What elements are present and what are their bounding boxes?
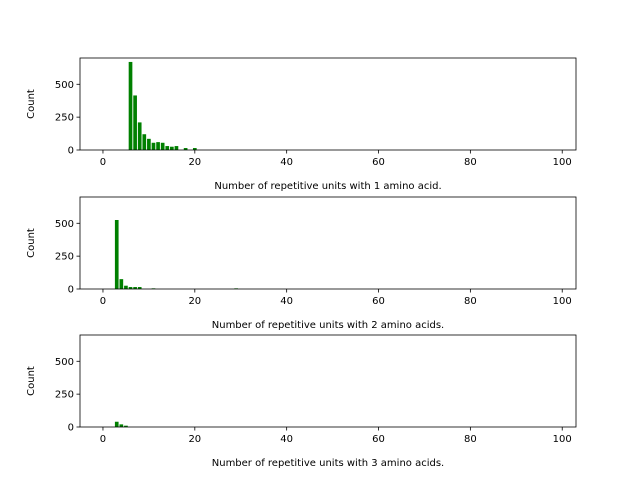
x-tick-label: 20	[188, 296, 201, 307]
bar	[137, 287, 142, 289]
y-axis-label: Count	[26, 89, 37, 119]
y-tick-label: 500	[55, 357, 74, 368]
x-tick-label: 40	[280, 434, 293, 445]
bar	[160, 142, 165, 150]
bar	[183, 148, 188, 150]
x-tick-label: 100	[553, 434, 572, 445]
x-tick-label: 0	[100, 434, 106, 445]
axes-frame	[79, 196, 577, 290]
bar	[165, 146, 170, 150]
y-tick-label: 500	[55, 80, 74, 91]
y-axis-label: Count	[26, 366, 37, 396]
y-tick-label: 250	[55, 390, 74, 401]
x-axis-label: Number of repetitive units with 3 amino …	[212, 458, 444, 469]
y-axis-label: Count	[26, 228, 37, 258]
bar	[174, 146, 179, 150]
x-axis-label: Number of repetitive units with 1 amino …	[214, 181, 441, 192]
x-tick-label: 20	[188, 434, 201, 445]
subplot-3: 0 20 40 60 80 100 0 250 500 Number of repetitive …	[26, 334, 577, 469]
bar	[114, 421, 119, 427]
x-tick-label: 60	[372, 157, 385, 168]
x-tick-label: 100	[553, 296, 572, 307]
bar	[142, 134, 147, 150]
x-tick-label: 0	[100, 296, 106, 307]
x-tick-label: 100	[553, 157, 572, 168]
x-tick-label: 0	[100, 157, 106, 168]
bar	[128, 287, 133, 289]
x-tick-label: 40	[280, 157, 293, 168]
x-tick-label: 60	[372, 434, 385, 445]
x-tick-label: 80	[464, 434, 477, 445]
y-tick-label: 0	[68, 423, 74, 434]
x-tick-label: 40	[280, 296, 293, 307]
bar	[151, 142, 156, 150]
bar	[156, 142, 160, 150]
x-tick-label: 20	[188, 157, 201, 168]
bar	[124, 285, 128, 289]
y-tick-label: 0	[68, 146, 74, 157]
axes-frame	[79, 334, 577, 428]
bar	[170, 146, 174, 150]
bar	[119, 424, 124, 427]
bar	[137, 122, 142, 150]
x-tick-label: 80	[464, 296, 477, 307]
x-axis-label: Number of repetitive units with 2 amino …	[212, 320, 444, 331]
y-tick-label: 0	[68, 285, 74, 296]
bar	[124, 425, 128, 427]
subplot-1: 0 20 40 60 80 100 0 250 500 Number of repetitive …	[26, 57, 577, 192]
y-tick-label: 500	[55, 219, 74, 230]
bar	[147, 138, 151, 150]
y-tick-label: 250	[55, 252, 74, 263]
bar	[133, 95, 137, 150]
bar	[114, 220, 119, 289]
axes-frame	[79, 57, 577, 151]
x-tick-label: 80	[464, 157, 477, 168]
x-tick-label: 60	[372, 296, 385, 307]
bar	[128, 61, 133, 150]
bar	[119, 279, 124, 289]
bar	[192, 148, 197, 150]
bar	[133, 287, 137, 289]
y-tick-label: 250	[55, 113, 74, 124]
subplot-2: 0 20 40 60 80 100 0 250 500 Number of repetitive …	[26, 196, 577, 331]
